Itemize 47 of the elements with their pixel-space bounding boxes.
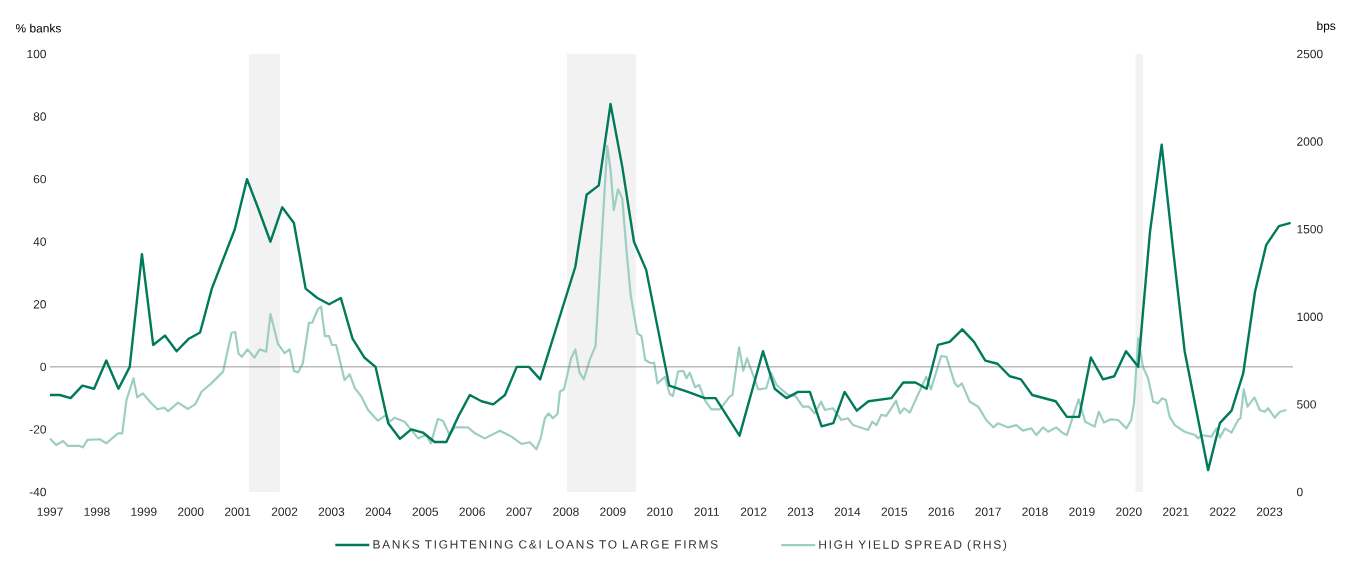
x-tick-label: 2006 [459, 507, 485, 516]
y2-tick-label: 2500 [1297, 49, 1323, 59]
x-tick-label: 1998 [84, 507, 110, 516]
y-tick-label: 60 [33, 174, 47, 184]
y2-axis-title: bps [1317, 21, 1336, 33]
x-tick-label: 2023 [1256, 507, 1283, 516]
x-tick-label: 2012 [740, 507, 767, 516]
line-series [48, 144, 1288, 451]
x-tick-label: 2003 [318, 507, 345, 516]
x-tick-label: 2002 [271, 507, 298, 516]
legend-label: HIGH YIELD SPREAD (RHS) [819, 539, 1007, 552]
line-series [48, 102, 1292, 472]
y2-tick-label: 1500 [1297, 224, 1323, 234]
x-tick-label: 2022 [1209, 507, 1236, 516]
y2-tick-label: 1000 [1297, 312, 1323, 322]
x-tick-label: 2009 [600, 507, 626, 516]
x-tick-label: 2020 [1116, 507, 1142, 516]
x-tick-label: 1997 [37, 507, 63, 516]
y2-tick-label: 500 [1297, 400, 1316, 409]
y-tick-label: 40 [33, 237, 47, 246]
x-tick-label: 2016 [928, 507, 954, 516]
x-tick-label: 2005 [412, 507, 439, 516]
x-tick-label: 2004 [365, 507, 392, 516]
y-axis-title: % banks [15, 23, 61, 33]
y-tick-label: 20 [33, 300, 47, 309]
x-tick-label: 2014 [834, 507, 861, 516]
legend-label: BANKS TIGHTENING C&I LOANS TO LARGE FIRMS [373, 540, 718, 549]
x-tick-label: 2007 [506, 507, 532, 516]
y-tick-label: -40 [29, 487, 47, 497]
y-tick-label: 100 [27, 49, 47, 59]
y-tick-label: -20 [29, 425, 47, 434]
x-tick-label: 2018 [1022, 507, 1048, 516]
x-tick-label: 2017 [975, 507, 1001, 516]
y-tick-label: 0 [40, 362, 47, 372]
x-tick-label: 2011 [694, 507, 719, 516]
x-tick-label: 2013 [787, 507, 814, 516]
y2-tick-label: 0 [1296, 487, 1303, 497]
x-tick-label: 1999 [131, 507, 157, 516]
x-tick-label: 2001 [224, 507, 251, 516]
x-tick-label: 2000 [178, 507, 204, 516]
y2-tick-label: 2000 [1297, 137, 1323, 146]
x-tick-label: 2015 [881, 507, 908, 516]
x-tick-label: 2010 [647, 507, 673, 516]
y-tick-label: 80 [33, 112, 47, 121]
x-tick-label: 2019 [1069, 507, 1095, 516]
x-tick-label: 2021 [1163, 507, 1189, 516]
x-tick-label: 2008 [553, 507, 579, 516]
